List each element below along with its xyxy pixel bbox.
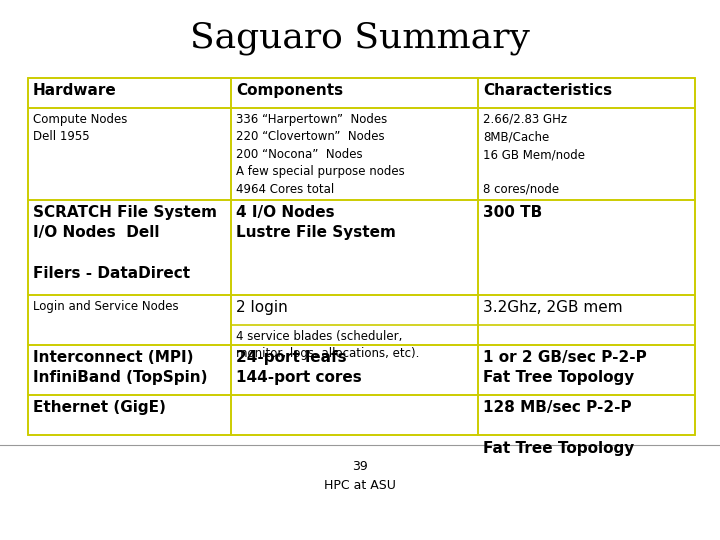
Text: 2.66/2.83 GHz
8MB/Cache
16 GB Mem/node

8 cores/node: 2.66/2.83 GHz 8MB/Cache 16 GB Mem/node 8…	[483, 113, 585, 196]
Text: 4 I/O Nodes
Lustre File System: 4 I/O Nodes Lustre File System	[236, 205, 396, 240]
Text: 2 login: 2 login	[236, 300, 288, 315]
Text: Hardware: Hardware	[33, 83, 117, 98]
Bar	[28, 200, 231, 295]
Bar	[231, 78, 478, 108]
Bar	[28, 78, 695, 435]
Bar	[478, 395, 695, 435]
Text: Components: Components	[236, 83, 343, 98]
Text: Characteristics: Characteristics	[483, 83, 612, 98]
Bar	[231, 395, 478, 435]
Bar	[478, 108, 695, 200]
Text: Login and Service Nodes: Login and Service Nodes	[33, 300, 179, 313]
Text: Interconnect (MPI)
InfiniBand (TopSpin): Interconnect (MPI) InfiniBand (TopSpin)	[33, 350, 207, 386]
Text: 336 “Harpertown”  Nodes
220 “Clovertown”  Nodes
200 “Nocona”  Nodes
A few specia: 336 “Harpertown” Nodes 220 “Clovertown” …	[236, 113, 405, 196]
Text: Saguaro Summary: Saguaro Summary	[190, 21, 530, 55]
Bar	[28, 78, 231, 108]
Text: 300 TB: 300 TB	[483, 205, 542, 220]
Bar	[478, 295, 695, 345]
Bar	[28, 395, 231, 435]
Text: Ethernet (GigE): Ethernet (GigE)	[33, 400, 166, 415]
Text: 39
HPC at ASU: 39 HPC at ASU	[324, 460, 396, 492]
Bar	[231, 108, 478, 200]
Bar	[231, 295, 478, 345]
Text: 128 MB/sec P-2-P

Fat Tree Topology: 128 MB/sec P-2-P Fat Tree Topology	[483, 400, 634, 456]
Text: 3.2Ghz, 2GB mem: 3.2Ghz, 2GB mem	[483, 300, 623, 315]
Text: 1 or 2 GB/sec P-2-P
Fat Tree Topology: 1 or 2 GB/sec P-2-P Fat Tree Topology	[483, 350, 647, 386]
Bar	[28, 295, 231, 345]
Bar	[28, 345, 231, 395]
Bar	[478, 345, 695, 395]
Bar	[478, 200, 695, 295]
Bar	[231, 200, 478, 295]
Bar	[28, 108, 231, 200]
Bar	[231, 345, 478, 395]
Text: 24-port leafs
144-port cores: 24-port leafs 144-port cores	[236, 350, 362, 386]
Text: 4 service blades (scheduler,
monitor, logs, allocations, etc).: 4 service blades (scheduler, monitor, lo…	[236, 330, 420, 361]
Text: SCRATCH File System
I/O Nodes  Dell

Filers - DataDirect: SCRATCH File System I/O Nodes Dell Filer…	[33, 205, 217, 281]
Bar	[478, 78, 695, 108]
Text: Compute Nodes
Dell 1955: Compute Nodes Dell 1955	[33, 113, 127, 144]
